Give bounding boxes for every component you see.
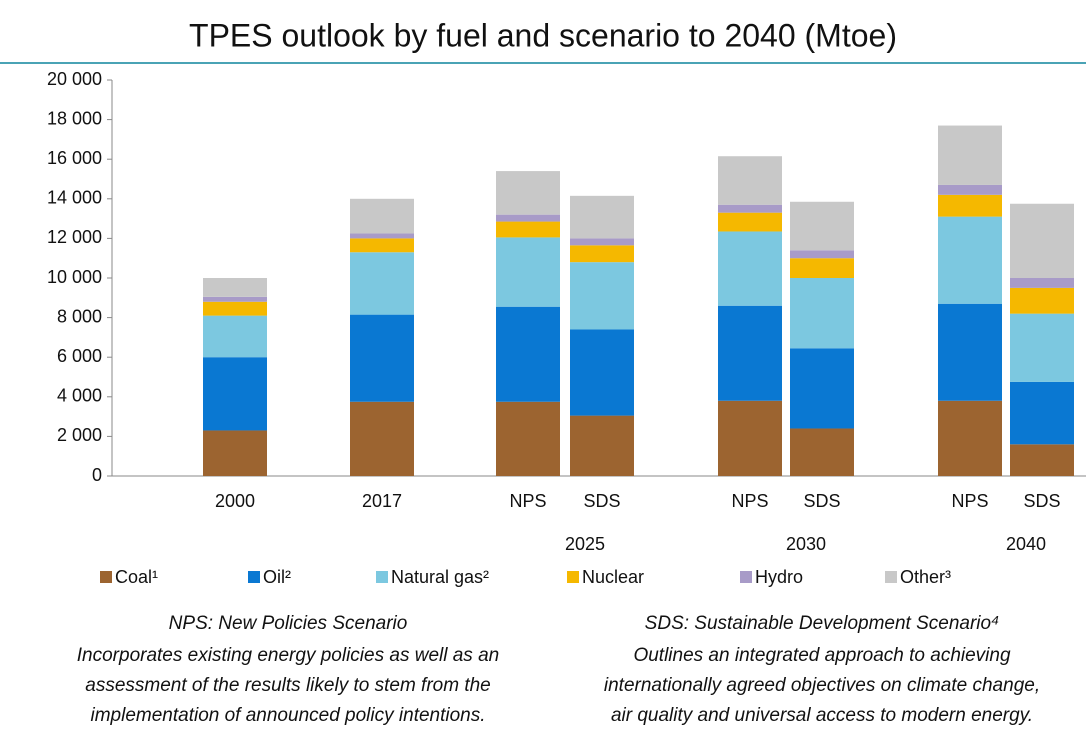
bar-segment (1010, 203, 1074, 278)
x-tick-label: SDS (1023, 491, 1060, 511)
legend-swatch (248, 571, 260, 583)
bar-segment (938, 184, 1002, 195)
legend-swatch (885, 571, 897, 583)
y-tick-label: 8 000 (57, 306, 102, 326)
y-tick-label: 10 000 (47, 267, 102, 287)
bar-segment (1010, 444, 1074, 476)
note-heading: SDS: Sustainable Development Scenario⁴ (645, 613, 1000, 634)
legend-swatch (567, 571, 579, 583)
bar-segment (496, 237, 560, 307)
bar-segment (790, 250, 854, 259)
bar-segment (570, 262, 634, 330)
bar-segment (496, 306, 560, 402)
bar-segment (790, 258, 854, 278)
note-line: Incorporates existing energy policies as… (77, 645, 499, 666)
x-tick-label: 2017 (362, 491, 402, 511)
note-line: internationally agreed objectives on cli… (604, 675, 1040, 696)
bar-segment (718, 204, 782, 213)
y-tick-label: 16 000 (47, 148, 102, 168)
bar-segment (938, 400, 1002, 476)
bar-segment (1010, 313, 1074, 382)
bar-segment (203, 296, 267, 302)
y-tick-label: 20 000 (47, 69, 102, 89)
bar-segment (938, 216, 1002, 304)
group-label: 2040 (1006, 534, 1046, 554)
x-tick-label: NPS (951, 491, 988, 511)
bar-segment (718, 305, 782, 401)
bar-segment (203, 430, 267, 476)
legend-label: Coal¹ (115, 567, 158, 587)
x-tick-label: SDS (583, 491, 620, 511)
x-tick-label: NPS (731, 491, 768, 511)
y-tick-label: 0 (92, 465, 102, 485)
bar-segment (203, 301, 267, 316)
bar-segment (350, 401, 414, 476)
legend-swatch (100, 571, 112, 583)
y-tick-label: 12 000 (47, 227, 102, 247)
bar-segment (718, 156, 782, 205)
y-tick-label: 18 000 (47, 108, 102, 128)
legend-label: Nuclear (582, 567, 644, 587)
legend-label: Natural gas² (391, 567, 489, 587)
bar-segment (203, 357, 267, 431)
bar-segment (350, 252, 414, 315)
bar-segment (718, 400, 782, 476)
bar-segment (350, 233, 414, 239)
bar-segment (496, 214, 560, 222)
note-line: implementation of announced policy inten… (90, 705, 485, 726)
bar-segment (790, 428, 854, 476)
legend-swatch (740, 571, 752, 583)
note-line: assessment of the results likely to stem… (85, 675, 491, 696)
x-tick-label: SDS (803, 491, 840, 511)
bar-segment (790, 278, 854, 349)
chart-title: TPES outlook by fuel and scenario to 204… (189, 17, 897, 53)
bar-segment (203, 278, 267, 297)
y-tick-label: 4 000 (57, 386, 102, 406)
group-label: 2030 (786, 534, 826, 554)
bar-segment (790, 201, 854, 251)
bar-segment (350, 314, 414, 402)
legend-swatch (376, 571, 388, 583)
note-heading: NPS: New Policies Scenario (169, 613, 408, 634)
bar-segment (570, 245, 634, 263)
x-tick-label: NPS (509, 491, 546, 511)
bar-segment (790, 348, 854, 429)
bar-segment (570, 238, 634, 246)
bar-segment (718, 231, 782, 306)
bar-segment (203, 315, 267, 358)
y-tick-label: 2 000 (57, 425, 102, 445)
bar-segment (496, 401, 560, 476)
bar-segment (570, 329, 634, 416)
legend-label: Oil² (263, 567, 291, 587)
group-label: 2025 (565, 534, 605, 554)
bar-segment (1010, 278, 1074, 288)
bar-segment (350, 238, 414, 253)
legend-label: Other³ (900, 567, 951, 587)
bar-segment (718, 212, 782, 232)
bar-segment (938, 303, 1002, 401)
legend-label: Hydro (755, 567, 803, 587)
y-tick-label: 6 000 (57, 346, 102, 366)
bar-segment (496, 171, 560, 215)
bar-segment (350, 198, 414, 234)
x-tick-label: 2000 (215, 491, 255, 511)
bar-segment (938, 125, 1002, 185)
y-tick-label: 14 000 (47, 188, 102, 208)
bar-segment (1010, 287, 1074, 314)
note-line: Outlines an integrated approach to achie… (633, 645, 1011, 666)
bar-segment (938, 194, 1002, 217)
bar-segment (570, 195, 634, 239)
note-line: air quality and universal access to mode… (611, 705, 1033, 726)
bar-segment (496, 221, 560, 238)
bar-segment (570, 415, 634, 476)
bar-segment (1010, 381, 1074, 445)
